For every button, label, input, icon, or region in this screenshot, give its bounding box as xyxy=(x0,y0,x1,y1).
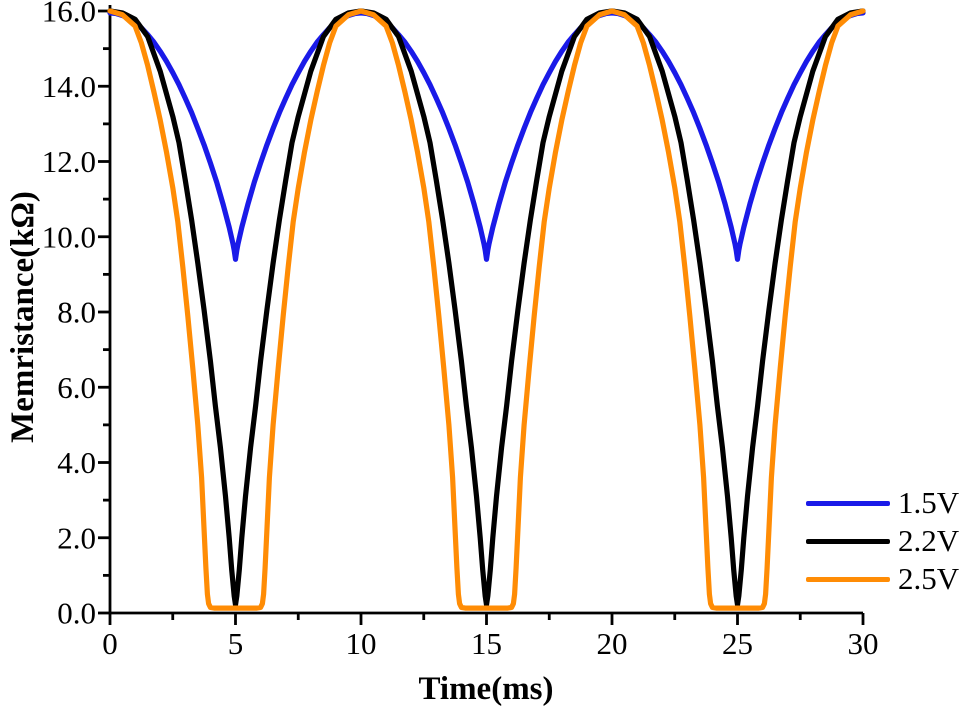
legend-line-swatch-2-2v xyxy=(806,538,890,544)
legend-label-1-5v: 1.5V xyxy=(898,485,960,520)
y-tick-label: 14.0 xyxy=(42,69,96,104)
legend-item-2-2v: 2.2V xyxy=(806,522,959,560)
series-curve-1.5V xyxy=(107,10,866,262)
legend-line-swatch-2-5v xyxy=(806,576,890,582)
y-tick-label: 0.0 xyxy=(57,596,96,631)
x-axis-title: Time(ms) xyxy=(418,671,553,707)
x-tick-label: 30 xyxy=(848,626,879,661)
y-tick-label: 4.0 xyxy=(57,445,96,480)
y-axis-title: Memristance(kΩ) xyxy=(5,191,41,443)
series-curve-2.5V xyxy=(107,8,866,611)
y-tick-label: 16.0 xyxy=(42,0,96,29)
y-tick-label: 6.0 xyxy=(57,370,96,405)
x-tick-label: 10 xyxy=(346,626,377,661)
legend-label-2-2v: 2.2V xyxy=(898,523,960,558)
legend-item-1-5v: 1.5V xyxy=(806,484,959,522)
y-tick-label: 2.0 xyxy=(57,520,96,555)
x-tick-label: 5 xyxy=(228,626,244,661)
legend: 1.5V 2.2V 2.5V xyxy=(806,484,959,598)
legend-line-swatch-1-5v xyxy=(806,500,890,506)
series-curve-2.2V xyxy=(107,8,866,608)
legend-label-2-5v: 2.5V xyxy=(898,561,960,596)
y-tick-label: 10.0 xyxy=(42,219,96,254)
x-tick-label: 0 xyxy=(102,626,118,661)
y-tick-label: 12.0 xyxy=(42,144,96,179)
y-tick-label: 8.0 xyxy=(57,295,96,330)
x-tick-label: 20 xyxy=(597,626,628,661)
x-tick-label: 25 xyxy=(722,626,753,661)
x-tick-label: 15 xyxy=(471,626,502,661)
legend-item-2-5v: 2.5V xyxy=(806,560,959,598)
